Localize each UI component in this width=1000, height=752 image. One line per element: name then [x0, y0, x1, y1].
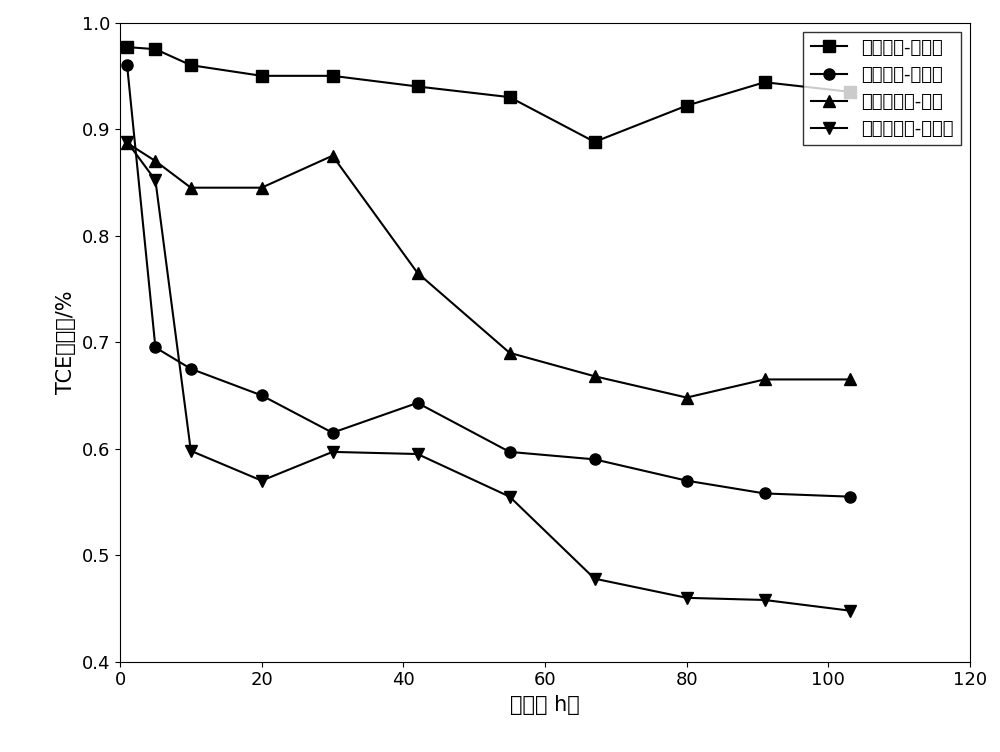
游离体系-实验组: [504, 447, 516, 456]
游离体系-实验组: [589, 455, 601, 464]
固定化体系-实验组: [326, 447, 338, 456]
游离体系-空白组: [759, 77, 771, 86]
游离体系-实验组: [149, 343, 161, 352]
Y-axis label: TCE残留率/%: TCE残留率/%: [56, 290, 76, 394]
固定化体系-空白: [326, 151, 338, 160]
游离体系-实验组: [844, 492, 856, 501]
固定化体系-空白: [121, 138, 133, 147]
固定化体系-空白: [759, 375, 771, 384]
X-axis label: 时间（ h）: 时间（ h）: [510, 695, 580, 715]
固定化体系-实验组: [185, 447, 197, 456]
游离体系-实验组: [326, 428, 338, 437]
游离体系-空白组: [589, 138, 601, 147]
游离体系-空白组: [326, 71, 338, 80]
Line: 游离体系-实验组: 游离体系-实验组: [122, 59, 855, 502]
固定化体系-空白: [256, 183, 268, 193]
游离体系-空白组: [681, 102, 693, 111]
固定化体系-空白: [589, 371, 601, 381]
游离体系-空白组: [504, 92, 516, 102]
固定化体系-实验组: [844, 606, 856, 615]
游离体系-空白组: [149, 44, 161, 53]
Legend: 游离体系-空白组, 游离体系-实验组, 固定化体系-空白, 固定化体系-实验组: 游离体系-空白组, 游离体系-实验组, 固定化体系-空白, 固定化体系-实验组: [803, 32, 961, 145]
固定化体系-实验组: [121, 138, 133, 147]
Line: 游离体系-空白组: 游离体系-空白组: [122, 41, 855, 147]
Line: 固定化体系-实验组: 固定化体系-实验组: [122, 136, 855, 616]
固定化体系-实验组: [412, 450, 424, 459]
游离体系-实验组: [185, 364, 197, 373]
固定化体系-实验组: [589, 575, 601, 584]
游离体系-实验组: [121, 61, 133, 70]
固定化体系-空白: [412, 268, 424, 277]
固定化体系-实验组: [759, 596, 771, 605]
固定化体系-空白: [149, 156, 161, 165]
游离体系-实验组: [256, 391, 268, 400]
游离体系-空白组: [185, 61, 197, 70]
游离体系-实验组: [759, 489, 771, 498]
游离体系-空白组: [256, 71, 268, 80]
固定化体系-空白: [681, 393, 693, 402]
固定化体系-实验组: [681, 593, 693, 602]
固定化体系-实验组: [149, 176, 161, 185]
游离体系-空白组: [844, 87, 856, 96]
游离体系-空白组: [412, 82, 424, 91]
游离体系-实验组: [681, 476, 693, 485]
固定化体系-实验组: [504, 492, 516, 501]
固定化体系-空白: [504, 348, 516, 357]
Line: 固定化体系-空白: 固定化体系-空白: [122, 138, 855, 403]
固定化体系-空白: [185, 183, 197, 193]
游离体系-空白组: [121, 43, 133, 52]
固定化体系-实验组: [256, 476, 268, 485]
游离体系-实验组: [412, 399, 424, 408]
固定化体系-空白: [844, 375, 856, 384]
